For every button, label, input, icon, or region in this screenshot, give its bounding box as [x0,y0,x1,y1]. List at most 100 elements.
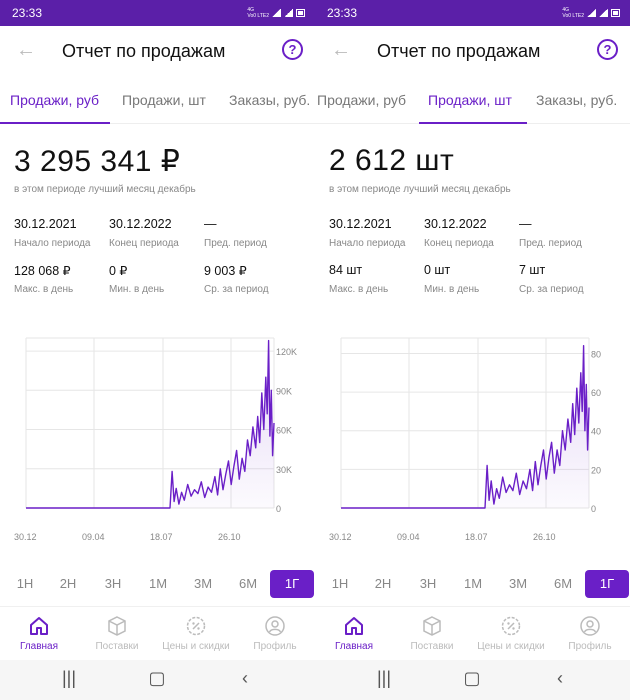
x-tick-label: 18.07 [465,532,488,542]
nav-item-3[interactable]: Профиль [236,615,314,652]
period-button-3[interactable]: 1М [148,576,168,591]
home-button-icon[interactable]: ▢ [463,668,481,688]
stat-value: — [519,217,532,231]
recent-apps-icon[interactable]: ||| [376,668,392,688]
stat-value: 0 шт [424,263,451,277]
nav-item-0[interactable]: Главная [315,615,393,652]
bottom-navigation: Главная Поставки Цены и скидки Профиль [0,606,315,660]
period-button-6[interactable]: 1Г [585,570,629,598]
tab-0[interactable]: Продажи, руб [317,92,407,108]
period-button-5[interactable]: 6М [238,576,258,591]
stat-label: Макс. в день [14,284,74,295]
series-line [341,345,590,509]
period-selector: 1Н 2Н 3Н 1М 3М 6М 1Г [0,570,315,598]
home-button-icon[interactable]: ▢ [148,668,166,688]
y-tick-label: 0 [591,504,596,514]
period-button-0[interactable]: 1Н [331,576,349,591]
stat-value: 30.12.2021 [14,217,77,231]
lte-label: Vo0 LTE2 [562,13,584,19]
period-button-4[interactable]: 3М [508,576,528,591]
stat-value: 30.12.2021 [329,217,392,231]
stat-label: Пред. период [519,238,582,249]
series-area [341,345,589,508]
sales-chart: 0 30K 60K 90K 120K 30.12 09.04 18.07 26.10 [0,318,315,553]
status-bar: 23:33 4G Vo0 LTE2 [315,0,630,26]
period-button-2[interactable]: 3Н [104,576,122,591]
stat-value: 128 068 ₽ [14,264,71,278]
system-back-icon[interactable]: ‹ [242,668,248,688]
period-button-1[interactable]: 2Н [59,576,77,591]
nav-label: Цены и скидки [162,641,230,652]
stat-label: Конец периода [424,238,494,249]
lte-label: Vo0 LTE2 [247,13,269,19]
summary-value: 3 295 341 ₽ [14,145,181,178]
period-button-5[interactable]: 6М [553,576,573,591]
y-tick-label: 60 [591,388,601,398]
tab-2[interactable]: Заказы, руб. [229,92,311,108]
period-button-6[interactable]: 1Г [270,570,314,598]
period-button-0[interactable]: 1Н [16,576,34,591]
y-tick-label: 60K [276,426,292,436]
nav-label: Поставки [95,641,139,652]
screen-rub: 23:33 4G Vo0 LTE2 ← Отчет по продажам ? … [0,0,315,688]
recent-apps-icon[interactable]: ||| [61,668,77,688]
period-button-2[interactable]: 3Н [419,576,437,591]
status-time: 23:33 [12,6,43,20]
tab-1[interactable]: Продажи, шт [122,92,206,108]
stat-value: 0 ₽ [109,264,128,278]
summary-value: 2 612 шт [329,144,455,177]
nav-label: Поставки [410,641,454,652]
y-tick-label: 30K [276,465,292,475]
x-tick-label: 18.07 [150,532,173,542]
header: ← Отчет по продажам ? [315,26,630,76]
nav-item-1[interactable]: Поставки [393,615,471,652]
x-tick-label: 30.12 [329,532,352,542]
nav-item-2[interactable]: Цены и скидки [472,615,550,652]
help-icon[interactable]: ? [597,39,618,60]
signal-icon [272,9,281,17]
signal-icon-2 [284,9,293,17]
help-icon[interactable]: ? [282,39,303,60]
sales-chart: 0 20 40 60 80 30.12 09.04 18.07 26.10 [315,318,630,553]
screen-pcs: 23:33 4G Vo0 LTE2 ← Отчет по продажам ? … [315,0,630,700]
stat-label: Мин. в день [109,284,165,295]
home-icon [343,615,365,637]
period-button-1[interactable]: 2Н [374,576,392,591]
signal-icon-2 [599,9,608,17]
nav-label: Профиль [253,641,297,652]
stat-label: Мин. в день [424,284,480,295]
battery-icon [611,9,620,17]
nav-item-1[interactable]: Поставки [78,615,156,652]
stat-label: Начало периода [329,238,406,249]
stat-label: Макс. в день [329,284,389,295]
stat-value: 7 шт [519,263,546,277]
tab-bar: Продажи, руб Продажи, шт Заказы, руб. [0,76,315,124]
y-tick-label: 0 [276,504,281,514]
system-back-icon[interactable]: ‹ [557,668,563,688]
tab-2[interactable]: Заказы, руб. [536,92,618,108]
x-tick-label: 30.12 [14,532,37,542]
nav-item-0[interactable]: Главная [0,615,78,652]
nav-item-2[interactable]: Цены и скидки [157,615,235,652]
x-tick-label: 09.04 [397,532,420,542]
tab-1[interactable]: Продажи, шт [428,92,512,108]
period-button-4[interactable]: 3М [193,576,213,591]
status-icons: 4G Vo0 LTE2 [247,7,305,19]
system-navigation: ||| ▢ ‹ [315,660,630,700]
nav-label: Главная [19,641,59,652]
signal-icon [587,9,596,17]
stat-label: Пред. период [204,238,267,249]
period-button-3[interactable]: 1М [463,576,483,591]
x-tick-label: 26.10 [533,532,556,542]
tab-0[interactable]: Продажи, руб [10,92,100,108]
back-arrow-icon[interactable]: ← [331,39,351,61]
box-icon [421,615,443,637]
stat-value: 84 шт [329,263,363,277]
y-tick-label: 80 [591,349,601,359]
nav-item-3[interactable]: Профиль [551,615,629,652]
period-selector: 1Н 2Н 3Н 1М 3М 6М 1Г [315,570,630,598]
nav-label: Профиль [568,641,612,652]
back-arrow-icon[interactable]: ← [16,39,36,61]
status-bar: 23:33 4G Vo0 LTE2 [0,0,315,26]
